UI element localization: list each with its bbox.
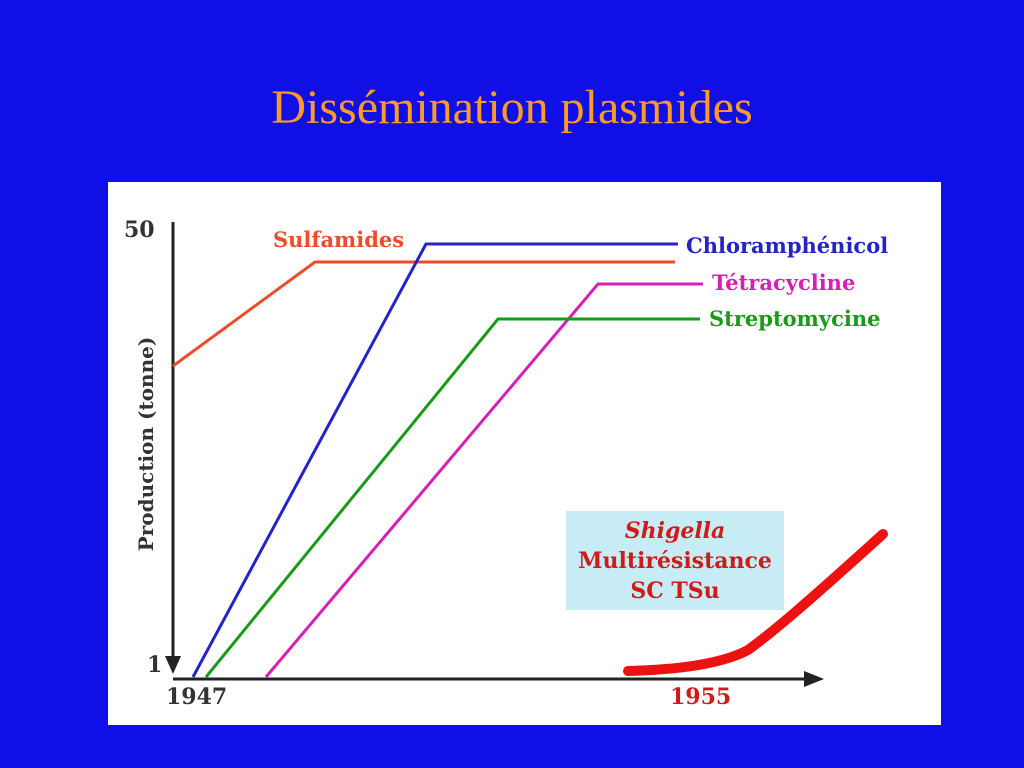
chart-svg: 50 1 1947 1955 Production (tonne) Sulfam… (124, 217, 888, 710)
x-tick-end: 1955 (670, 684, 731, 710)
y-tick-top: 50 (124, 217, 155, 243)
series-label-chloramphenicol: Chloramphénicol (686, 233, 888, 258)
x-axis-arrow (804, 671, 824, 687)
series-line-chloramphenicol (191, 242, 678, 678)
series-line-streptomycine (204, 317, 700, 678)
y-axis-label: Production (tonne) (134, 337, 158, 552)
series-label-sulfamides: Sulfamides (273, 227, 404, 252)
series-line-tetracycline (264, 282, 703, 678)
annotation-line-resistance: Multirésistance (578, 548, 772, 574)
x-tick-start: 1947 (166, 684, 227, 710)
annotation-line-drugs: SC TSu (630, 578, 719, 604)
resistance-curve (623, 529, 888, 676)
y-tick-bottom: 1 (147, 652, 162, 678)
y-axis-arrow (165, 656, 181, 674)
series-label-streptomycine: Streptomycine (709, 306, 881, 331)
series-label-tetracycline: Tétracycline (712, 270, 855, 295)
slide-title: Dissémination plasmides (271, 81, 753, 134)
chart-panel: 50 1 1947 1955 Production (tonne) Sulfam… (108, 182, 941, 725)
annotation-line-organism: Shigella (625, 518, 726, 544)
annotation-box (566, 511, 784, 610)
series-line-sulfamides (172, 260, 675, 368)
